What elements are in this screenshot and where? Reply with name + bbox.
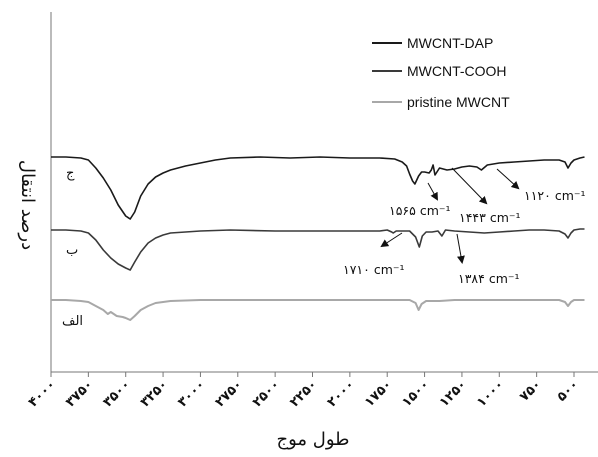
x-tick-label-1250: ۱۲۵۰ — [437, 377, 470, 410]
annotations: ۱۵۶۵ cm⁻¹ ۱۴۴۳ cm⁻¹ ۱۱۲۰ cm⁻¹ ۱۷۱۰ cm⁻¹ … — [343, 167, 586, 286]
curve-label-cooh: ب — [66, 243, 78, 258]
legend-label-pristine-mwcnt: pristine MWCNT — [407, 94, 510, 110]
x-tick-label-2500: ۲۵۰۰ — [250, 377, 283, 410]
x-tick-label-2250: ۲۲۵۰ — [287, 377, 320, 410]
x-tick-label-750: ۷۵۰ — [517, 377, 544, 404]
x-tick-label-1750: ۱۷۵۰ — [362, 377, 395, 410]
x-tick-label-3000: ۳۰۰۰ — [175, 377, 208, 410]
legend: MWCNT-DAP MWCNT-COOH pristine MWCNT — [372, 35, 510, 110]
x-tick-label-1000: ۱۰۰۰ — [474, 377, 507, 410]
arrow-1565 — [427, 182, 438, 201]
legend-label-mwcnt-cooh: MWCNT-COOH — [407, 63, 507, 79]
series-line-mwcnt-cooh — [51, 228, 585, 271]
curve-label-dap: ج — [66, 166, 75, 181]
x-tick-label-4000: ۴۰۰۰ — [26, 377, 59, 410]
x-tick-label-3500: ۳۵۰۰ — [100, 377, 133, 410]
curve-label-pristine: الف — [62, 314, 83, 329]
annotation-1120: ۱۱۲۰ cm⁻¹ — [524, 188, 586, 203]
legend-label-mwcnt-dap: MWCNT-DAP — [407, 35, 493, 51]
x-tick-label-500: ۵۰۰ — [554, 377, 581, 404]
x-tick-label-2750: ۲۷۵۰ — [213, 377, 246, 410]
series-line-mwcnt-dap — [51, 156, 585, 220]
x-axis-ticks: ۴۰۰۰ ۳۷۵۰ ۳۵۰۰ ۳۲۵۰ ۳۰۰۰ ۲۷۵۰ ۲۵۰۰ ۲۲۵۰ ۲۰۰۰ ۱۷۵۰… — [26, 372, 582, 410]
annotation-1565: ۱۵۶۵ cm⁻¹ — [389, 203, 451, 218]
annotation-1384: ۱۳۸۴ cm⁻¹ — [458, 271, 520, 286]
annotation-1710: ۱۷۱۰ cm⁻¹ — [343, 262, 405, 277]
arrow-1120 — [496, 168, 520, 190]
x-tick-label-1500: ۱۵۰۰ — [399, 377, 432, 410]
series-layer — [51, 156, 585, 321]
arrow-1443 — [451, 167, 488, 205]
arrow-1710 — [380, 232, 403, 248]
x-tick-label-2000: ۲۰۰۰ — [325, 377, 358, 410]
x-tick-label-3750: ۳۷۵۰ — [63, 377, 96, 410]
y-axis-title: درصد انتقال — [17, 160, 38, 250]
x-axis-title: طول موج — [277, 429, 350, 450]
annotation-1443: ۱۴۴۳ cm⁻¹ — [459, 210, 521, 225]
arrow-1384 — [456, 233, 465, 264]
series-line-pristine-mwcnt — [51, 299, 585, 321]
x-tick-label-3250: ۳۲۵۰ — [138, 377, 171, 410]
